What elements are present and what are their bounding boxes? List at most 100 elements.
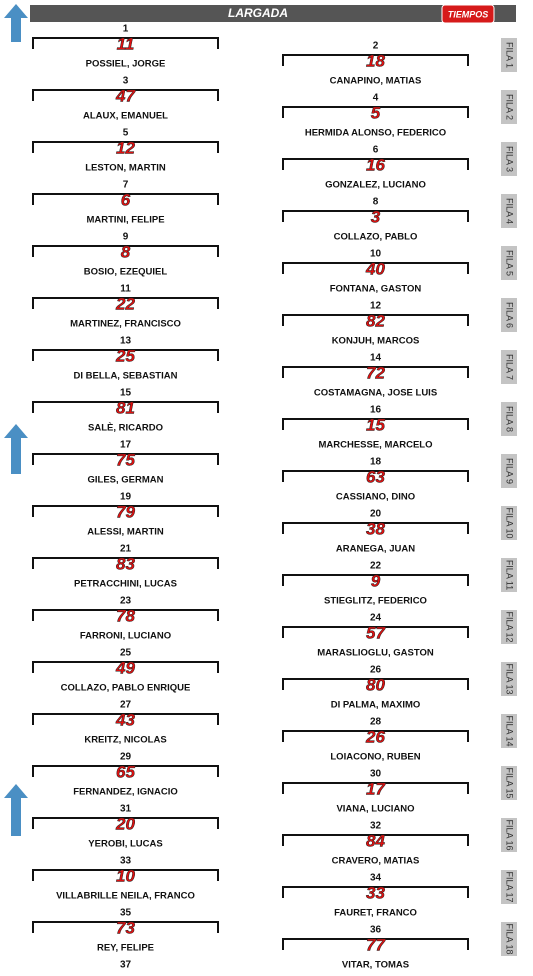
car-number: 63 bbox=[366, 467, 385, 486]
driver-name: GILES, GERMAN bbox=[87, 475, 163, 486]
row-label: FILA 8 bbox=[505, 406, 515, 432]
driver-name: LOIACONO, RUBEN bbox=[330, 752, 420, 763]
row-box bbox=[501, 766, 517, 800]
grid-position: 9 bbox=[123, 232, 129, 243]
grid-position: 16 bbox=[370, 405, 382, 416]
grid-bracket bbox=[32, 713, 219, 725]
row-box bbox=[501, 870, 517, 904]
grid-bracket bbox=[282, 314, 469, 326]
car-number: 43 bbox=[115, 710, 135, 729]
car-number: 15 bbox=[366, 415, 385, 434]
driver-name: SALÈ, RICARDO bbox=[88, 423, 163, 434]
grid-bracket bbox=[282, 262, 469, 274]
grid-bracket bbox=[32, 505, 219, 517]
grid-bracket bbox=[282, 886, 469, 898]
grid-bracket bbox=[282, 366, 469, 378]
car-number: 75 bbox=[116, 450, 135, 469]
grid-bracket bbox=[282, 470, 469, 482]
grid-position: 29 bbox=[120, 752, 132, 763]
grid-position: 35 bbox=[120, 908, 132, 919]
row-box bbox=[501, 298, 517, 332]
arrow-icon bbox=[4, 784, 28, 836]
grid-position: 20 bbox=[370, 509, 382, 520]
header-bar bbox=[30, 5, 516, 22]
row-box bbox=[501, 350, 517, 384]
car-number: 84 bbox=[366, 831, 385, 850]
car-number: 9 bbox=[371, 571, 381, 590]
grid-bracket bbox=[282, 834, 469, 846]
row-label: FILA 12 bbox=[505, 611, 515, 642]
driver-name: FONTANA, GASTON bbox=[330, 284, 422, 295]
header-title: LARGADA bbox=[228, 6, 288, 20]
grid-position: 11 bbox=[120, 284, 131, 295]
car-number: 33 bbox=[366, 883, 385, 902]
car-number: 47 bbox=[115, 86, 136, 105]
car-number: 8 bbox=[121, 242, 131, 261]
grid-position: 21 bbox=[120, 544, 132, 555]
grid-position: 10 bbox=[370, 249, 382, 260]
car-number: 82 bbox=[366, 311, 385, 330]
car-number: 79 bbox=[116, 502, 135, 521]
car-number: 38 bbox=[366, 519, 385, 538]
row-box bbox=[501, 818, 517, 852]
row-label: FILA 6 bbox=[505, 302, 515, 328]
row-label: FILA 13 bbox=[505, 663, 515, 694]
car-number: 80 bbox=[366, 675, 385, 694]
grid-position: 28 bbox=[370, 717, 382, 728]
row-label: FILA 7 bbox=[505, 354, 515, 380]
driver-name: MARTINEZ, FRANCISCO bbox=[70, 319, 181, 330]
grid-bracket bbox=[32, 453, 219, 465]
grid-position: 2 bbox=[373, 41, 379, 52]
driver-name: ARANEGA, JUAN bbox=[336, 544, 415, 555]
row-box bbox=[501, 714, 517, 748]
grid-bracket bbox=[32, 297, 219, 309]
row-box bbox=[501, 38, 517, 72]
car-number: 81 bbox=[116, 398, 135, 417]
row-label: FILA 4 bbox=[505, 198, 515, 224]
grid-bracket bbox=[282, 54, 469, 66]
driver-name: FERNANDEZ, IGNACIO bbox=[73, 787, 178, 798]
grid-position: 26 bbox=[370, 665, 382, 676]
car-number: 73 bbox=[116, 918, 135, 937]
driver-name: COLLAZO, PABLO bbox=[334, 232, 418, 243]
grid-position: 4 bbox=[373, 93, 379, 104]
grid-bracket bbox=[32, 349, 219, 361]
car-number: 5 bbox=[371, 103, 381, 122]
grid-position: 34 bbox=[370, 873, 382, 884]
driver-name: MARCHESSE, MARCELO bbox=[318, 440, 432, 451]
car-number: 77 bbox=[366, 935, 386, 954]
grid-bracket bbox=[282, 626, 469, 638]
car-number: 65 bbox=[116, 762, 135, 781]
grid-bracket bbox=[32, 401, 219, 413]
grid-bracket bbox=[282, 730, 469, 742]
driver-name: MARASLIOGLU, GASTON bbox=[317, 648, 434, 659]
driver-name: GONZALEZ, LUCIANO bbox=[325, 180, 426, 191]
grid-bracket bbox=[32, 765, 219, 777]
grid-position: 15 bbox=[120, 388, 132, 399]
grid-position: 1 bbox=[123, 24, 129, 35]
car-number: 10 bbox=[116, 866, 135, 885]
grid-position: 5 bbox=[123, 128, 129, 139]
car-number: 11 bbox=[117, 34, 135, 53]
row-label: FILA 5 bbox=[505, 250, 515, 276]
grid-bracket bbox=[32, 921, 219, 933]
grid-position: 27 bbox=[120, 700, 132, 711]
driver-name: COSTAMAGNA, JOSE LUIS bbox=[314, 388, 437, 399]
row-box bbox=[501, 506, 517, 540]
row-box bbox=[501, 402, 517, 436]
grid-bracket bbox=[282, 418, 469, 430]
row-label: FILA 10 bbox=[505, 507, 515, 538]
driver-name: ALESSI, MARTIN bbox=[87, 527, 164, 538]
grid-position: 22 bbox=[370, 561, 382, 572]
grid-position: 25 bbox=[120, 648, 132, 659]
driver-name: MARTINI, FELIPE bbox=[86, 215, 164, 226]
row-label: FILA 3 bbox=[505, 146, 515, 172]
grid-position: 3 bbox=[123, 76, 129, 87]
car-number: 72 bbox=[366, 363, 385, 382]
grid-position: 23 bbox=[120, 596, 132, 607]
grid-position: 12 bbox=[370, 301, 382, 312]
row-label: FILA 1 bbox=[505, 42, 515, 68]
driver-name: VILLABRILLE NEILA, FRANCO bbox=[56, 891, 195, 902]
arrow-icon bbox=[4, 4, 28, 42]
driver-name: KREITZ, NICOLAS bbox=[84, 735, 166, 746]
